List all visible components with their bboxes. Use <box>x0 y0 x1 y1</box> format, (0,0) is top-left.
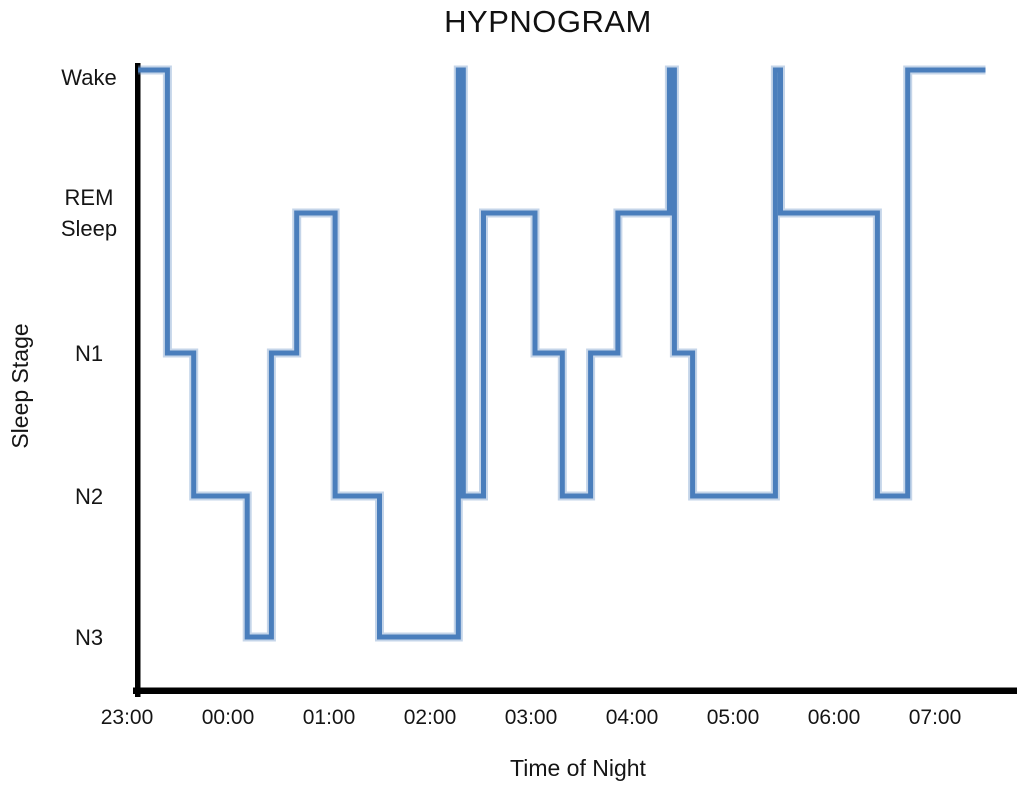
x-tick-label: 03:00 <box>504 706 558 729</box>
x-tick-label: 07:00 <box>908 706 962 729</box>
y-tick-label: N3 <box>74 624 104 650</box>
y-tick-label: N2 <box>74 483 104 509</box>
x-axis-title: Time of Night <box>510 755 646 781</box>
chart-title: HYPNOGRAM <box>444 4 652 39</box>
x-tick-label: 02:00 <box>403 706 457 729</box>
x-axis-line <box>133 687 1017 694</box>
hypnogram-line <box>138 67 986 640</box>
x-tick-label: 00:00 <box>201 706 255 729</box>
x-tick-label: 05:00 <box>706 706 760 729</box>
x-tick-label: 23:00 <box>100 706 154 729</box>
y-tick-label: REM Sleep <box>60 185 118 241</box>
x-tick-label: 06:00 <box>807 706 861 729</box>
x-tick-label: 01:00 <box>302 706 356 729</box>
y-axis-line <box>135 63 141 697</box>
x-tick-label: 04:00 <box>605 706 659 729</box>
y-tick-label: Wake <box>61 64 117 90</box>
y-tick-label: N1 <box>74 340 104 366</box>
y-axis-title: Sleep Stage <box>7 323 33 449</box>
